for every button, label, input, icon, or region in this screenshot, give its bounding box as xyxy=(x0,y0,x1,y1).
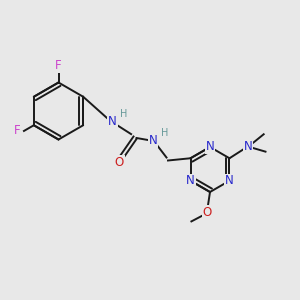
Text: F: F xyxy=(55,59,62,72)
Text: N: N xyxy=(186,174,195,187)
Text: F: F xyxy=(14,124,21,137)
Text: H: H xyxy=(120,109,128,119)
Text: N: N xyxy=(225,174,234,187)
Text: N: N xyxy=(206,140,214,154)
Text: N: N xyxy=(244,140,253,153)
Text: N: N xyxy=(148,134,158,148)
Text: O: O xyxy=(115,155,124,169)
Text: N: N xyxy=(108,115,117,128)
Text: H: H xyxy=(161,128,168,139)
Text: O: O xyxy=(202,206,211,219)
